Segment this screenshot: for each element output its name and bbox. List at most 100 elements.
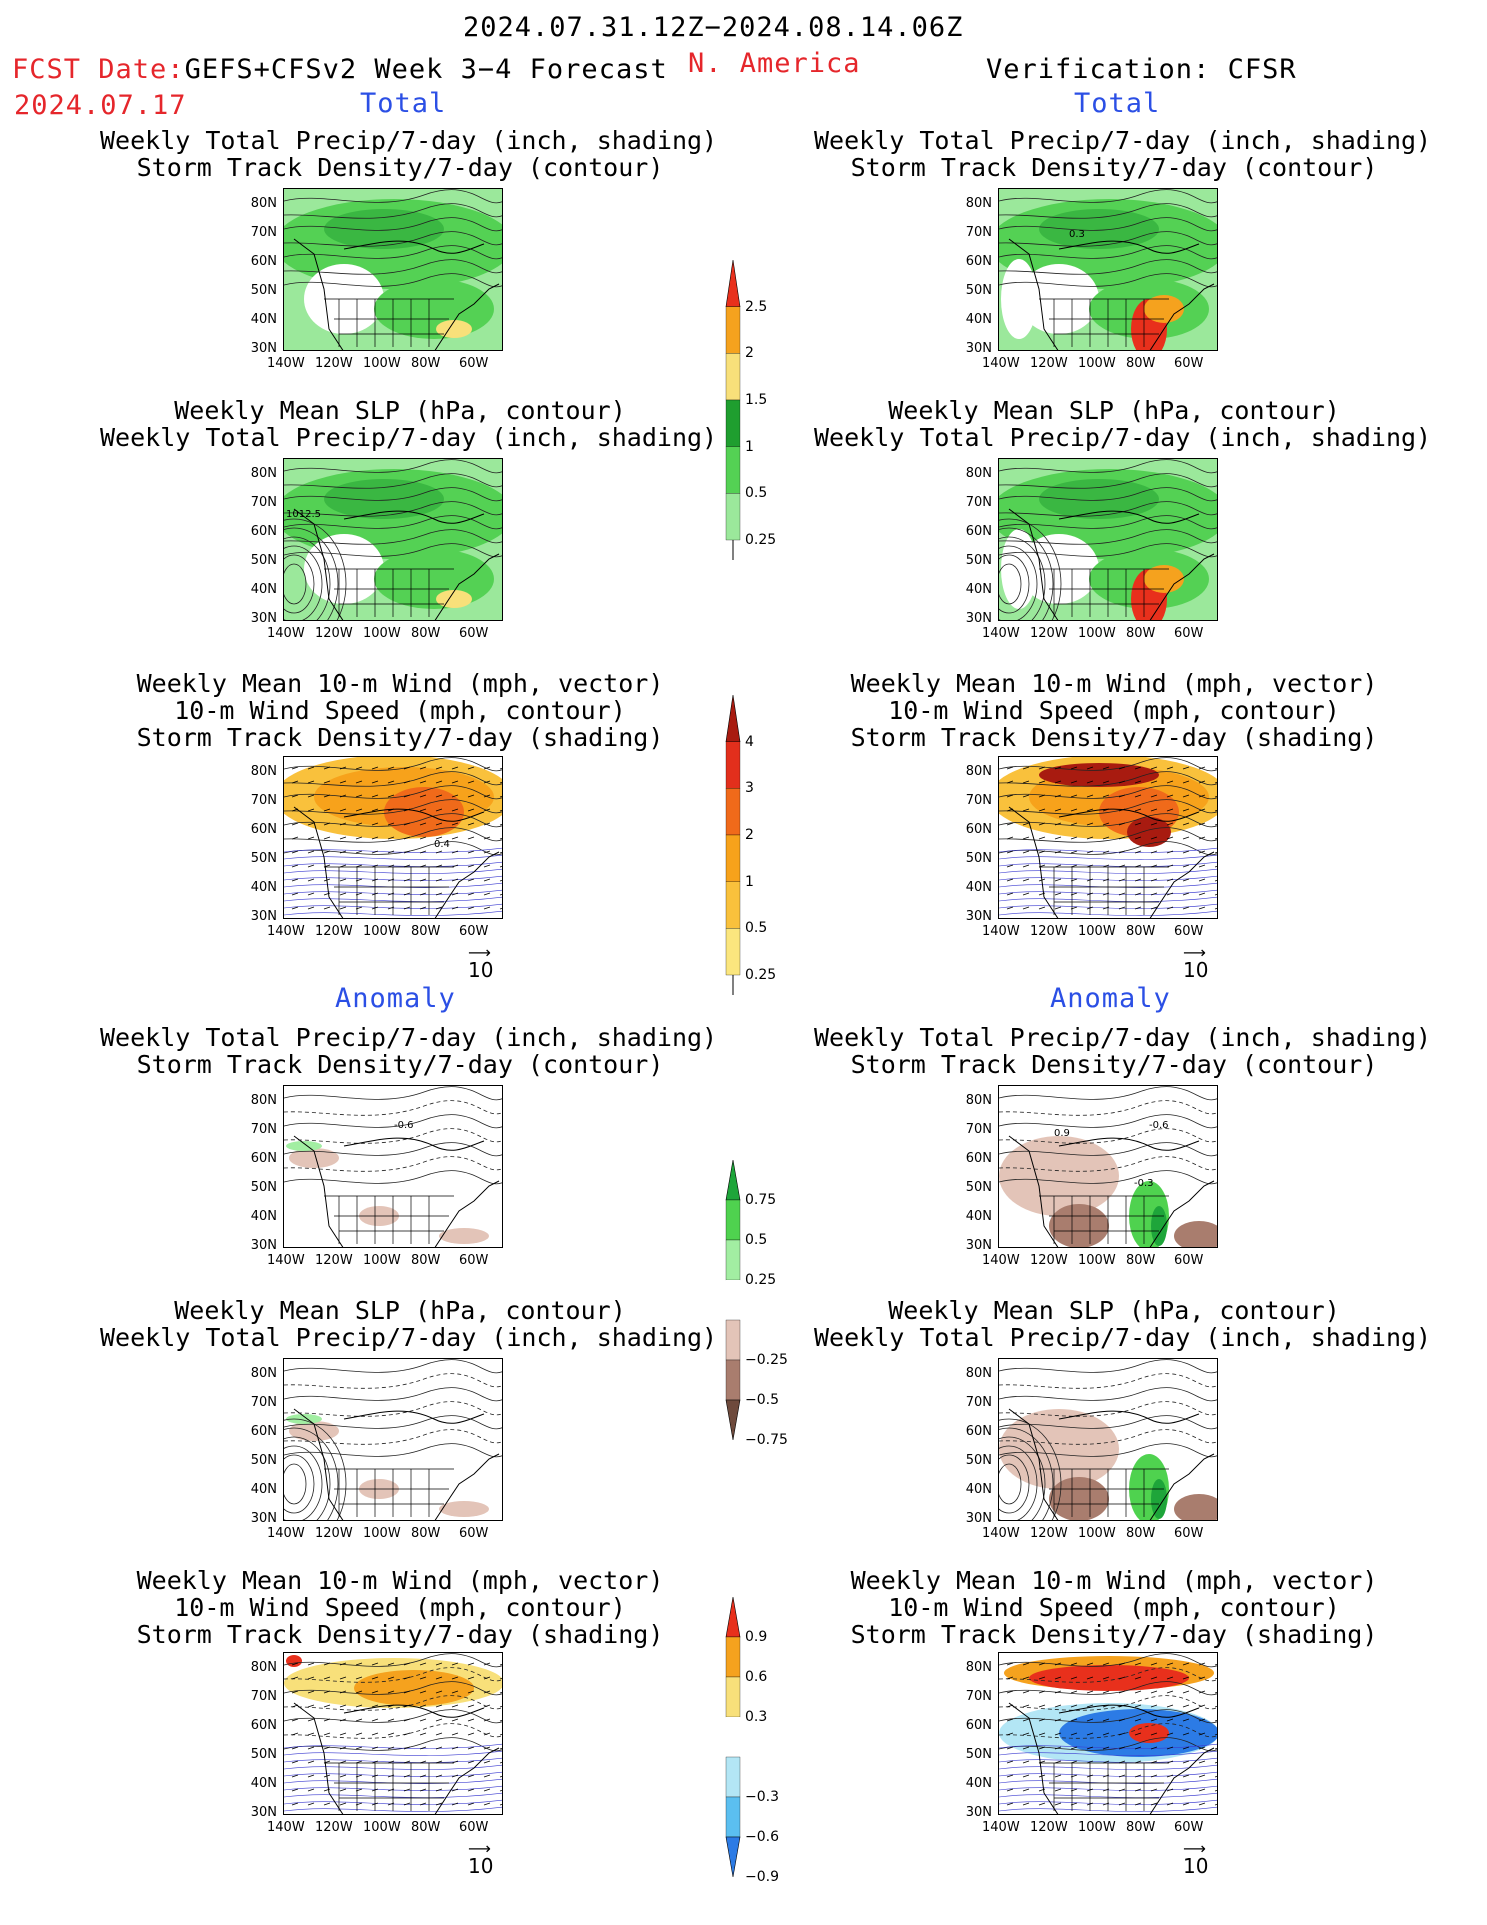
state-borders (1039, 1195, 1169, 1244)
map-panel: -0.6 0.9 -0.3 (998, 1085, 1218, 1248)
lat-label: 80N (250, 1660, 277, 1675)
lon-label: 100W (1078, 356, 1116, 371)
lat-label: 50N (250, 553, 277, 568)
contour-lines (999, 1359, 1217, 1520)
dry-anomaly (999, 1136, 1119, 1216)
lat-label: 70N (250, 495, 277, 510)
colorbar-label: −0.3 (745, 1789, 779, 1805)
colorbar-label: −0.6 (745, 1829, 779, 1845)
colorbar-label: 3 (745, 780, 754, 797)
vector-ref-value: 10 (468, 1854, 494, 1878)
contour-label: -0.3 (1134, 1178, 1154, 1189)
lat-label: 30N (250, 341, 277, 356)
slp-label: 1012.5 (286, 509, 321, 520)
panel-title: Weekly Mean 10-m Wind (mph, vector) 10-m… (850, 669, 1378, 752)
lat-label: 80N (965, 764, 992, 779)
lon-label: 100W (1078, 626, 1116, 641)
coastlines (293, 508, 500, 620)
lon-label: 140W (982, 924, 1020, 939)
lat-label: 40N (965, 582, 992, 597)
lat-label: 50N (965, 553, 992, 568)
coastlines (1008, 508, 1215, 620)
arrow-icon: ⟶ (468, 1839, 491, 1858)
vector-ref-value: 10 (1183, 958, 1209, 982)
lon-label: 140W (267, 1253, 305, 1268)
date-range: 2024.07.31.12Z−2024.08.14.06Z (463, 12, 964, 43)
lon-label: 120W (1030, 1526, 1068, 1541)
contour-lines (999, 1086, 1217, 1185)
lon-label: 80W (411, 1820, 441, 1835)
lat-label: 30N (965, 1805, 992, 1820)
precip-shading (374, 549, 494, 609)
state-borders (1039, 866, 1169, 915)
colorbar-segment (725, 1239, 741, 1281)
lat-label: 50N (250, 1747, 277, 1762)
lat-label: 60N (250, 254, 277, 269)
lon-label: 100W (1078, 1820, 1116, 1835)
lat-label: 50N (250, 851, 277, 866)
vector-reference: ⟶ 10 (468, 1839, 494, 1879)
lat-label: 30N (965, 1238, 992, 1253)
lat-label: 80N (965, 466, 992, 481)
map-panel (283, 1358, 503, 1521)
colorbar-label: 4 (745, 733, 754, 750)
state-borders (1039, 568, 1169, 617)
lat-label: 50N (965, 283, 992, 298)
precip-shading (1039, 209, 1159, 249)
fcst-date-label: FCST Date:GEFS+CFSv2 Week 3−4 Forecast (12, 56, 668, 83)
colorbar-label: 0.6 (745, 1669, 768, 1685)
lon-label: 80W (1126, 1820, 1156, 1835)
map-panel (998, 1652, 1218, 1815)
lon-label: 120W (1030, 924, 1068, 939)
colorbar (725, 1160, 741, 1441)
colorbar-segment (725, 399, 741, 447)
lat-label: 80N (250, 764, 277, 779)
coastlines (293, 1408, 500, 1520)
colorbar (725, 260, 741, 560)
lat-label: 80N (250, 1366, 277, 1381)
lat-label: 80N (250, 196, 277, 211)
lon-label: 80W (1126, 626, 1156, 641)
lon-label: 80W (1126, 356, 1156, 371)
lon-label: 60W (1174, 356, 1204, 371)
lat-label: 40N (965, 312, 992, 327)
lon-label: 100W (363, 1820, 401, 1835)
lat-label: 70N (250, 1395, 277, 1410)
colorbar-label: −0.5 (745, 1392, 779, 1408)
region-label: N. America (688, 48, 861, 79)
lon-label: 120W (1030, 626, 1068, 641)
colorbar-segment (725, 1676, 741, 1718)
lon-label: 100W (1078, 1253, 1116, 1268)
lat-label: 80N (965, 1660, 992, 1675)
state-borders (324, 1468, 454, 1517)
lat-label: 70N (250, 225, 277, 240)
lon-label: 60W (459, 924, 489, 939)
lat-label: 30N (965, 341, 992, 356)
colorbar (725, 1597, 741, 1878)
lat-label: 70N (965, 1122, 992, 1137)
lat-label: 40N (250, 1209, 277, 1224)
arrow-icon: ⟶ (468, 943, 491, 962)
colorbar-segment (725, 1796, 741, 1838)
colorbar-segment (725, 1359, 741, 1401)
dry-anomaly (999, 1409, 1119, 1489)
panel-title: Weekly Mean 10-m Wind (mph, vector) 10-m… (136, 669, 664, 752)
map-svg (999, 459, 1217, 620)
colorbar-segment (725, 741, 741, 789)
contour-label: -0.6 (394, 1120, 414, 1131)
colorbar-label: 0.25 (745, 967, 777, 983)
contour-lines (284, 1086, 502, 1185)
wind-vectors (1006, 1662, 1217, 1806)
colorbar-segment (725, 493, 741, 541)
coastlines (293, 1702, 500, 1814)
lat-label: 30N (250, 1805, 277, 1820)
colorbar-label: 2 (745, 345, 754, 362)
colorbar-segment (725, 1836, 741, 1878)
colorbar (725, 695, 741, 995)
lat-label: 70N (250, 793, 277, 808)
lon-label: 80W (411, 1526, 441, 1541)
lat-label: 30N (965, 1511, 992, 1526)
lat-label: 30N (250, 1511, 277, 1526)
lon-label: 80W (411, 356, 441, 371)
verification-label: Verification: CFSR (986, 54, 1297, 85)
